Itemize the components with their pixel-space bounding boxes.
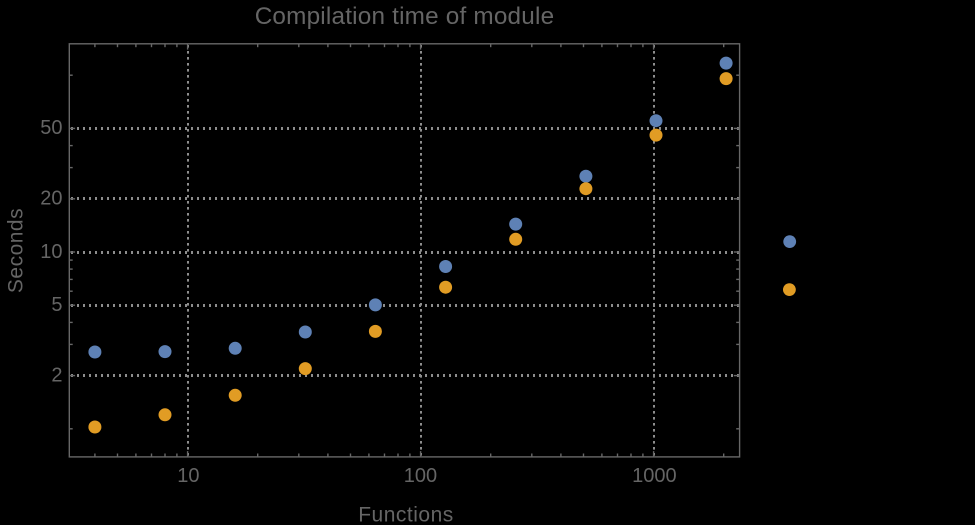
svg-text:100: 100 bbox=[404, 465, 437, 487]
svg-text:10: 10 bbox=[177, 465, 199, 487]
svg-text:Functions: Functions bbox=[358, 504, 454, 525]
svg-text:1000: 1000 bbox=[632, 465, 677, 487]
svg-text:5: 5 bbox=[51, 294, 62, 316]
svg-text:10: 10 bbox=[40, 241, 62, 263]
svg-text:50: 50 bbox=[40, 117, 62, 139]
svg-text:Seconds: Seconds bbox=[5, 208, 28, 293]
svg-text:Compilation time of module: Compilation time of module bbox=[255, 3, 555, 30]
svg-text:20: 20 bbox=[40, 188, 62, 210]
svg-text:2: 2 bbox=[51, 364, 62, 386]
